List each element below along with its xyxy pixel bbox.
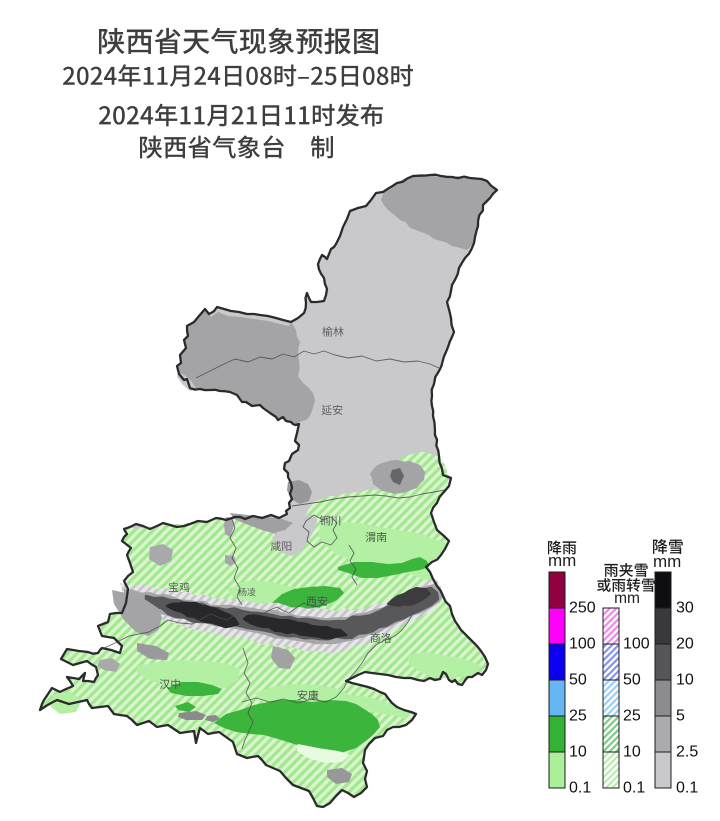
svg-text:10: 10 <box>676 672 694 689</box>
svg-text:50: 50 <box>623 672 641 689</box>
svg-text:100: 100 <box>623 636 650 653</box>
svg-text:2.5: 2.5 <box>676 744 698 761</box>
svg-text:mm: mm <box>614 590 640 607</box>
svg-text:30: 30 <box>676 600 694 617</box>
svg-text:mm: mm <box>548 551 576 570</box>
svg-text:mm: mm <box>653 552 681 571</box>
svg-text:0.1: 0.1 <box>569 780 591 797</box>
svg-text:20: 20 <box>676 636 694 653</box>
svg-text:10: 10 <box>569 744 587 761</box>
svg-text:0.1: 0.1 <box>623 780 645 797</box>
svg-text:10: 10 <box>623 744 641 761</box>
svg-text:25: 25 <box>569 708 587 725</box>
svg-text:100: 100 <box>569 636 596 653</box>
svg-text:50: 50 <box>569 672 587 689</box>
svg-text:5: 5 <box>676 708 685 725</box>
svg-text:25: 25 <box>623 708 641 725</box>
svg-text:250: 250 <box>569 600 596 617</box>
svg-text:0.1: 0.1 <box>676 780 698 797</box>
